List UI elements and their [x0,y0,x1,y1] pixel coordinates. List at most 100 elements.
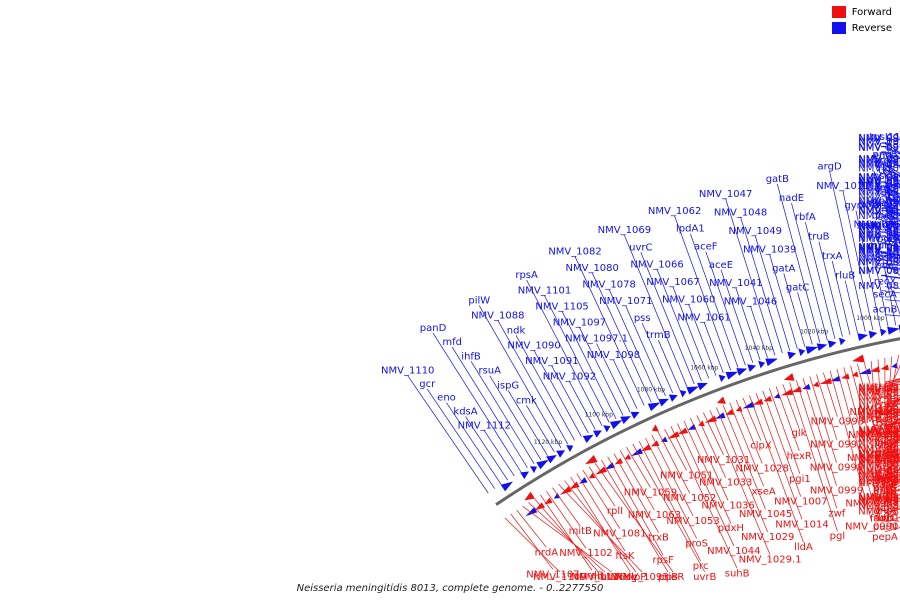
reverse-leader-line [672,286,710,379]
forward-gene-label: NMV_1052 [663,493,716,504]
reverse-leader-line [797,292,813,345]
reverse-gene-arrow [500,481,513,492]
legend-item-forward: Forward [831,6,892,18]
reverse-gene-arrow [868,330,878,339]
forward-gene-label: pepN [859,476,885,487]
forward-leader-line [504,517,561,573]
forward-leader-line [626,447,651,488]
forward-gene-label: purN [873,522,897,533]
reverse-gene-label: NMV_0965 [858,198,900,209]
forward-gene-label: NMV_0924 [858,478,900,489]
reverse-gene-label: ackA1 [870,219,900,230]
forward-gene-label: NMV_0902 [858,404,900,415]
reverse-gene-label: NMV_1088 [471,310,524,321]
forward-leader-line [664,429,687,471]
reverse-leader-line [805,222,836,339]
reverse-gene-arrow [887,326,900,335]
reverse-gene-label: rep [877,188,893,199]
reverse-gene-label: sodC [856,221,881,232]
reverse-gene-arrow [592,430,602,438]
forward-gene-label: NMV_1045 [739,509,792,520]
forward-leader-line [735,399,763,464]
forward-gene-label: proS [685,538,708,549]
reverse-gene-label: NMV_1023 [858,137,900,148]
forward-gene-label: NMV_1109 [533,572,586,583]
forward-gene-label: surE [874,492,896,503]
inner-gene-arrow [553,492,561,499]
reverse-leader-line [735,287,761,361]
forward-gene-label: NMV_1051 [660,470,713,481]
forward-leader-line [884,356,893,445]
forward-gene-label: NMV_1093 [615,572,668,583]
forward-gene-label: trmU [873,493,898,504]
forward-color-swatch [831,6,846,18]
reverse-gene-label: secA [873,290,897,301]
forward-gene-label: NMV_0911 [858,471,900,482]
forward-gene-label: NMV_0855 [858,425,900,436]
reverse-gene-label: iscR [875,253,895,264]
forward-leader-line [749,395,804,543]
reverse-gene-label: aceE [709,260,733,271]
reverse-gene-label: NMV_0917 [858,250,900,261]
forward-gene-label: NMV_0925 [858,449,900,460]
tick-label: 1100 kbp [585,411,613,418]
forward-leader-line [638,440,701,562]
forward-gene-label: mutM [590,572,619,583]
reverse-gene-arrow [718,374,726,383]
forward-leader-line [884,420,900,507]
inner-gene-arrow [614,458,624,465]
forward-gene-label: NMV_1031 [697,455,750,466]
reverse-leader-line [884,270,900,316]
reverse-gene-label: NMV_0895 [858,266,900,277]
reverse-gene-label: NMV_0951 [858,154,900,165]
reverse-gene-arrow [747,364,757,372]
forward-gene-label: NMV_0901 [858,470,900,481]
forward-gene-label: NMV_0839 [858,434,900,445]
reverse-gene-label: aroA [874,155,897,166]
reverse-gene-arrow [725,371,739,380]
forward-gene-label: hexR [787,451,812,462]
reverse-gene-label: NMV_0890 [858,257,900,268]
forward-leader-line [755,392,803,520]
reverse-gene-label: NMV_0942 [858,176,900,187]
inner-gene-arrow [742,401,755,409]
reverse-gene-label: tpsI11 [869,132,900,143]
reverse-leader-line [497,320,569,445]
reverse-leader-line [470,361,535,464]
forward-leader-line [703,412,724,455]
forward-leader-line [816,374,838,440]
tick-label: 1120 kbp [534,439,562,446]
reverse-gene-label: NMV_1009 [858,232,900,243]
reverse-gene-arrow [556,450,566,458]
forward-leader-line [789,382,838,532]
forward-gene-label: pdxH [718,523,744,534]
forward-gene-label: NMV_1063 [628,510,681,521]
forward-gene-arrow [524,491,535,501]
reverse-gene-label: NMV_1049 [729,226,782,237]
forward-gene-label: NMV_0953 [858,392,900,403]
forward-gene-label: NMV_0898 [858,451,900,462]
forward-leader-line [570,476,631,573]
reverse-gene-label: NMV_0935 [858,227,900,238]
inner-gene-arrow [595,466,608,475]
forward-leader-line [775,386,800,452]
reverse-gene-label: NMV_0971 [858,179,900,190]
reverse-leader-line [515,335,575,441]
reverse-gene-arrow [566,445,574,453]
reverse-gene-arrow [630,411,640,420]
forward-leader-line [632,443,706,573]
reverse-gene-label: NMV_0829 [858,281,900,292]
forward-gene-label: ilvH [876,513,895,524]
forward-leader-line [782,384,800,429]
reverse-leader-line [641,322,673,394]
reverse-gene-label: pncB [872,150,897,161]
reverse-gene-label: NMV_0932 [858,245,900,256]
forward-gene-label: glnS [874,502,896,513]
forward-leader-line [683,420,732,524]
reverse-gene-arrow [827,340,837,349]
forward-gene-label: NMV_0822 [858,475,900,486]
inner-gene-arrow [525,507,538,517]
forward-gene-label: NMV_0883 [858,492,900,503]
inner-gene-arrow [715,412,726,419]
